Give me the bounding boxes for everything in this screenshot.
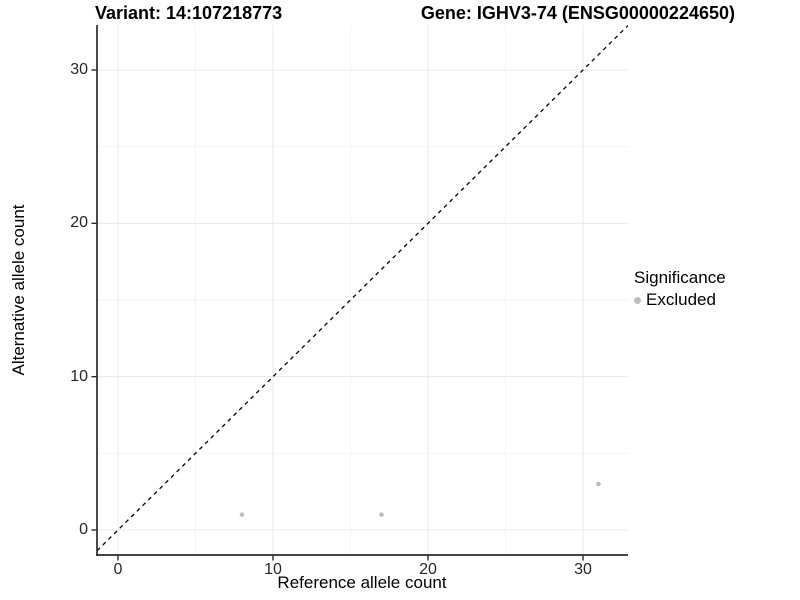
- legend-title: Significance: [634, 268, 726, 287]
- data-point: [596, 481, 601, 487]
- x-tick-label: 20: [419, 561, 437, 578]
- variant-title: Variant: 14:107218773: [95, 3, 283, 23]
- x-tick-label: 0: [113, 561, 123, 578]
- legend-entry: Excluded: [634, 290, 726, 310]
- x-tick-label: 30: [574, 561, 592, 578]
- gene-title: Gene: IGHV3-74 (ENSG00000224650): [420, 3, 735, 23]
- y-tick-label: 10: [70, 367, 88, 385]
- y-tick-label: 30: [70, 61, 88, 78]
- legend: Significance Excluded: [634, 268, 726, 310]
- data-point: [239, 512, 245, 517]
- x-axis-title: Reference allele count: [277, 573, 447, 592]
- legend-point-icon: [634, 296, 641, 304]
- data-point: [379, 512, 384, 517]
- y-tick-label: 0: [79, 521, 88, 538]
- identity-dashed-line: [96, 25, 629, 552]
- y-axis-title: Alternative allele count: [9, 204, 28, 376]
- y-tick-label: 20: [70, 214, 88, 232]
- legend-entry-label: Excluded: [646, 290, 716, 309]
- x-tick-label: 10: [264, 561, 282, 578]
